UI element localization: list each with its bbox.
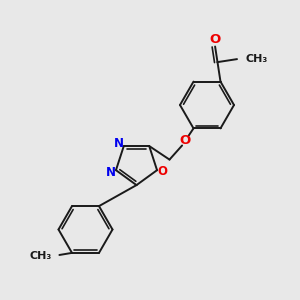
Text: O: O: [179, 134, 191, 148]
Text: N: N: [114, 137, 124, 150]
Text: CH₃: CH₃: [245, 54, 268, 64]
Text: O: O: [209, 33, 221, 46]
Text: O: O: [157, 165, 167, 178]
Text: CH₃: CH₃: [29, 251, 52, 262]
Text: N: N: [106, 166, 116, 179]
